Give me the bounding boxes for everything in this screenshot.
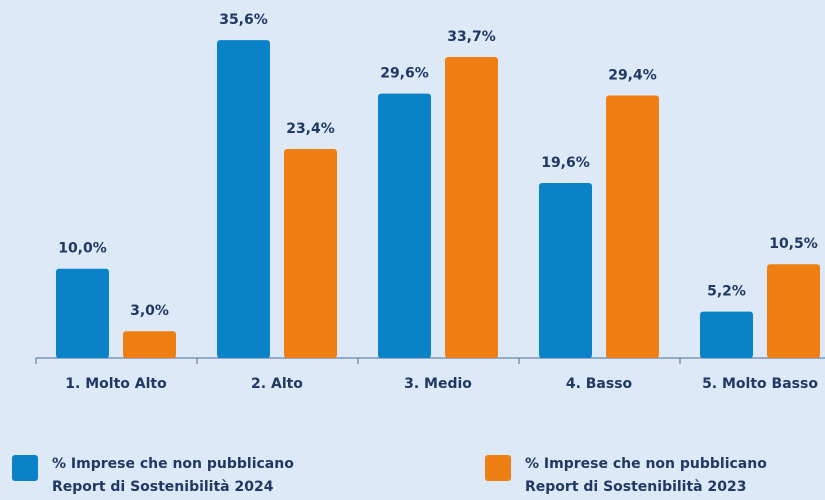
value-label: 29,6%: [380, 66, 429, 82]
x-tick-label: 4. Basso: [566, 376, 633, 392]
legend-swatch: [12, 455, 38, 481]
bar: [767, 264, 820, 358]
bar: [606, 95, 659, 358]
value-label: 19,6%: [541, 155, 590, 171]
x-tick-label: 3. Medio: [404, 376, 472, 392]
value-label: 10,0%: [58, 241, 107, 257]
legend-item: % Imprese che non pubblicano Report di S…: [485, 453, 785, 499]
legend-label: % Imprese che non pubblicano Report di S…: [52, 456, 294, 495]
value-label: 29,4%: [608, 67, 657, 83]
value-label: 5,2%: [707, 284, 746, 300]
value-label: 35,6%: [219, 12, 268, 28]
legend-item: % Imprese che non pubblicano Report di S…: [12, 453, 312, 499]
legend-label: % Imprese che non pubblicano Report di S…: [525, 456, 767, 495]
bar: [123, 331, 176, 358]
legend-swatch: [485, 455, 511, 481]
plot: 1. Molto Alto 10,0% 3,0% 2. Alto 35,6% 23,4% 3…: [35, 12, 825, 392]
value-label: 10,5%: [769, 236, 818, 252]
value-label: 23,4%: [286, 121, 335, 137]
x-tick-label: 2. Alto: [251, 376, 303, 392]
value-label: 33,7%: [447, 29, 496, 45]
x-tick-label: 5. Molto Basso: [702, 376, 818, 392]
bar: [284, 149, 337, 358]
bar: [700, 311, 753, 358]
bar: [445, 57, 498, 359]
x-tick-label: 1. Molto Alto: [65, 376, 167, 392]
bar: [56, 268, 109, 358]
bar: [539, 182, 592, 358]
bar: [378, 93, 431, 358]
value-label: 3,0%: [130, 303, 169, 319]
bar: [217, 40, 270, 358]
